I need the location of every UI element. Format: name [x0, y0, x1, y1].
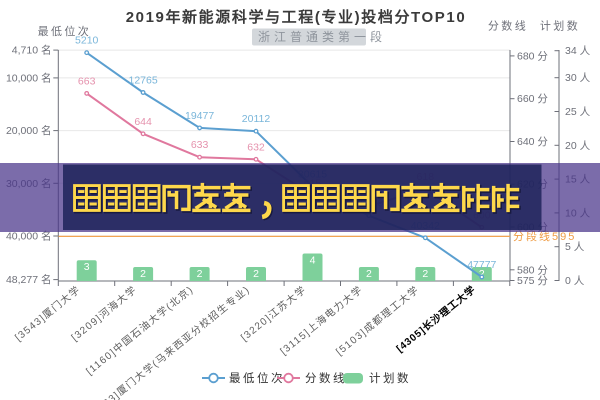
svg-text:分数线: 分数线 — [488, 19, 528, 33]
svg-text:2: 2 — [422, 268, 428, 280]
svg-text:632: 632 — [247, 141, 265, 153]
svg-text:0 人: 0 人 — [565, 275, 585, 287]
svg-text:680 分: 680 分 — [517, 50, 548, 62]
svg-text:4,710 名: 4,710 名 — [12, 44, 52, 57]
svg-text:34 人: 34 人 — [565, 45, 591, 57]
svg-text:25 人: 25 人 — [565, 106, 591, 118]
svg-text:20,000 名: 20,000 名 — [6, 124, 52, 137]
svg-text:计划数: 计划数 — [369, 371, 411, 385]
svg-text:10,000 名: 10,000 名 — [6, 71, 52, 84]
svg-text:2: 2 — [479, 268, 485, 280]
svg-text:2: 2 — [140, 268, 146, 280]
svg-text:575 分: 575 分 — [517, 275, 548, 287]
svg-text:5 人: 5 人 — [565, 241, 585, 253]
svg-text:48,277 名: 48,277 名 — [6, 273, 52, 286]
svg-text:20 人: 20 人 — [565, 140, 591, 152]
svg-text:30 人: 30 人 — [565, 72, 591, 84]
svg-text:4: 4 — [310, 255, 316, 267]
svg-text:5210: 5210 — [75, 35, 99, 47]
svg-text:663: 663 — [78, 75, 96, 87]
svg-text:47777: 47777 — [467, 259, 496, 271]
svg-text:3: 3 — [84, 261, 90, 273]
svg-text:最低位次: 最低位次 — [38, 24, 92, 38]
svg-text:2019年新能源科学与工程(专业)投档分TOP10: 2019年新能源科学与工程(专业)投档分TOP10 — [126, 8, 467, 26]
svg-text:12765: 12765 — [128, 75, 157, 87]
svg-text:最低位次: 最低位次 — [229, 371, 285, 385]
svg-text:20112: 20112 — [242, 113, 271, 125]
svg-text:633: 633 — [191, 139, 209, 151]
svg-text:644: 644 — [134, 116, 152, 128]
svg-text:19477: 19477 — [185, 110, 214, 122]
svg-text:浙江普通类第一段: 浙江普通类第一段 — [258, 29, 386, 44]
svg-text:计划数: 计划数 — [540, 20, 580, 33]
svg-text:2: 2 — [366, 268, 372, 280]
svg-text:660 分: 660 分 — [517, 93, 548, 105]
svg-text:580 分: 580 分 — [517, 264, 548, 276]
svg-text:分数线: 分数线 — [305, 371, 347, 385]
svg-text:分段线595: 分段线595 — [513, 229, 576, 243]
svg-text:2: 2 — [197, 268, 203, 280]
svg-text:40,000 名: 40,000 名 — [6, 230, 52, 243]
svg-text:640 分: 640 分 — [517, 136, 548, 148]
svg-text:2: 2 — [253, 268, 259, 280]
